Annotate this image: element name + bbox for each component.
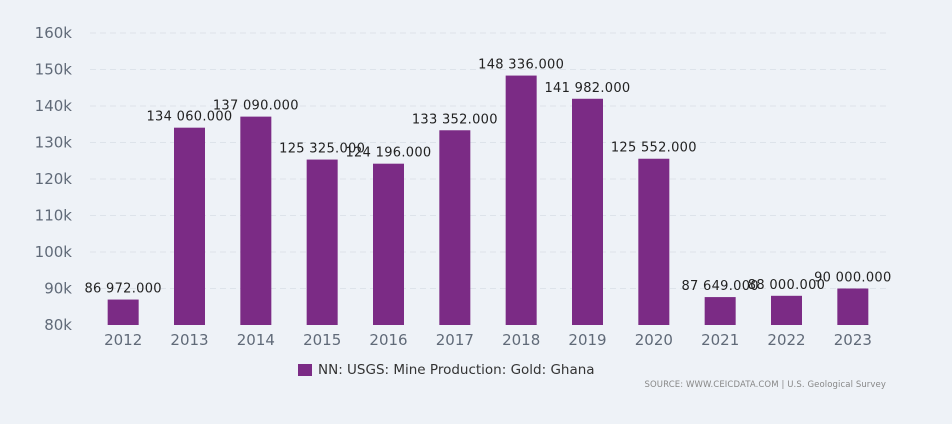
y-axis-ticks: 80k 90k 100k 110k 120k 130k 140k 150k 160k — [35, 24, 73, 334]
bar-2023[interactable] — [837, 288, 869, 326]
x-tick-label: 2022 — [767, 331, 805, 349]
y-tick-label: 150k — [35, 61, 73, 79]
bar-2021[interactable] — [704, 297, 736, 325]
x-tick-label: 2021 — [701, 331, 739, 349]
y-tick-label: 120k — [35, 170, 73, 188]
y-tick-label: 140k — [35, 97, 73, 115]
y-tick-label: 100k — [35, 243, 73, 261]
bar-2020[interactable] — [638, 158, 670, 325]
bar-2015[interactable] — [306, 159, 338, 325]
bar-2019[interactable] — [572, 98, 603, 325]
bar-2017[interactable] — [439, 130, 471, 325]
data-label-2020: 125 552.000 — [611, 141, 697, 156]
x-tick-label: 2012 — [104, 331, 142, 349]
y-tick-label: 130k — [35, 134, 73, 152]
data-label-2022: 88 000.000 — [748, 278, 825, 293]
data-label-2019: 141 982.000 — [544, 81, 630, 96]
x-tick-label: 2023 — [834, 331, 872, 349]
data-label-2021: 87 649.000 — [681, 279, 758, 294]
x-tick-label: 2014 — [237, 331, 275, 349]
source-note: SOURCE: WWW.CEICDATA.COM | U.S. Geologic… — [644, 380, 886, 390]
y-tick-label: 110k — [35, 207, 73, 225]
bar-2018[interactable] — [505, 75, 537, 325]
legend-label: NN: USGS: Mine Production: Gold: Ghana — [318, 362, 595, 378]
data-label-2017: 133 352.000 — [412, 112, 498, 127]
data-label-2023: 90 000.000 — [814, 271, 891, 286]
x-axis-ticks: 2012 2013 2014 2015 2016 2017 2018 2019 2020 2021… — [104, 331, 872, 349]
x-tick-label: 2016 — [369, 331, 407, 349]
data-label-2018: 148 336.000 — [478, 58, 564, 73]
data-label-2016: 124 196.000 — [345, 146, 431, 161]
x-tick-label: 2013 — [170, 331, 208, 349]
bar-2022[interactable] — [771, 295, 802, 325]
data-label-2013: 134 060.000 — [146, 110, 232, 125]
x-tick-label: 2017 — [436, 331, 474, 349]
bar-2014[interactable] — [240, 116, 272, 326]
bars — [107, 75, 869, 326]
x-tick-label: 2020 — [635, 331, 673, 349]
x-tick-label: 2019 — [568, 331, 606, 349]
data-label-2012: 86 972.000 — [84, 282, 161, 297]
y-tick-label: 160k — [35, 24, 73, 42]
legend[interactable]: NN: USGS: Mine Production: Gold: Ghana — [298, 362, 595, 378]
data-label-2015: 125 325.000 — [279, 142, 365, 157]
data-label-2014: 137 090.000 — [213, 99, 299, 114]
x-tick-label: 2015 — [303, 331, 341, 349]
x-tick-label: 2018 — [502, 331, 540, 349]
legend-swatch — [298, 364, 312, 376]
bar-2013[interactable] — [174, 127, 205, 325]
y-tick-label: 80k — [44, 316, 72, 334]
bar-2012[interactable] — [107, 299, 139, 325]
bar-2016[interactable] — [373, 163, 404, 325]
y-tick-label: 90k — [44, 280, 72, 298]
gridlines — [90, 32, 886, 289]
